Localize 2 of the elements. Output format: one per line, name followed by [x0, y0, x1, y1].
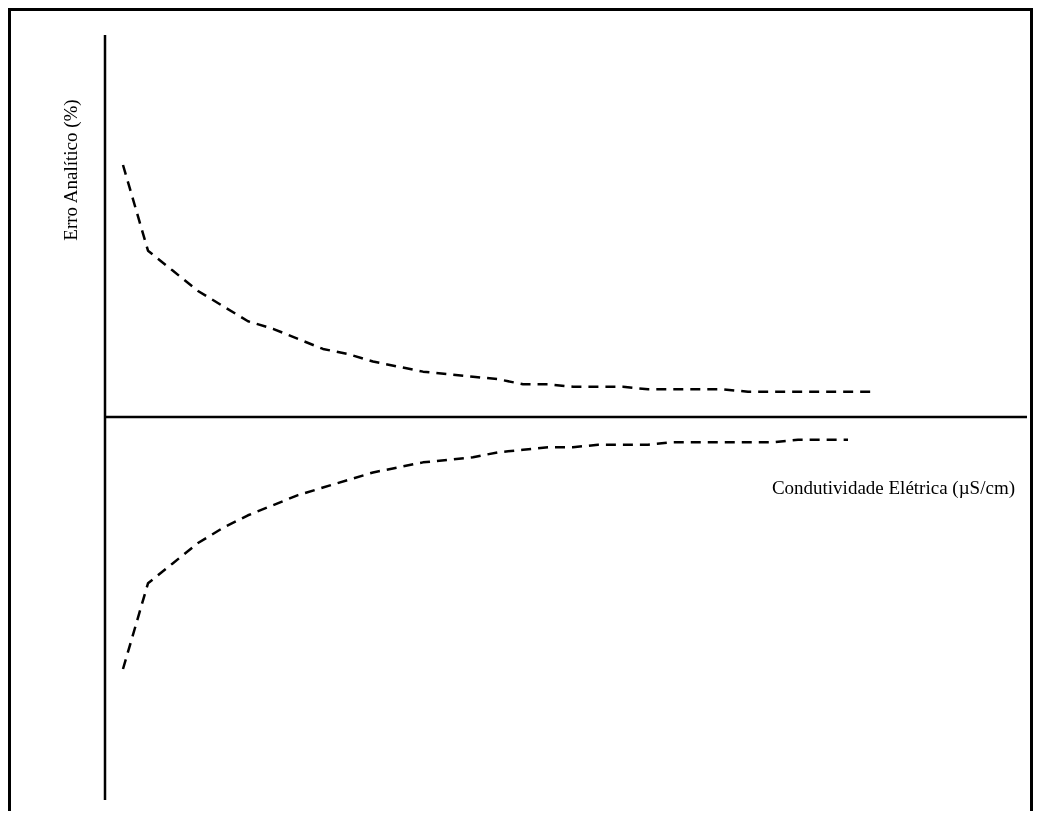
y-axis-title: Erro Analítico (%): [60, 99, 82, 241]
x-axis-title: Condutividade Elétrica (µS/cm): [771, 477, 1015, 499]
